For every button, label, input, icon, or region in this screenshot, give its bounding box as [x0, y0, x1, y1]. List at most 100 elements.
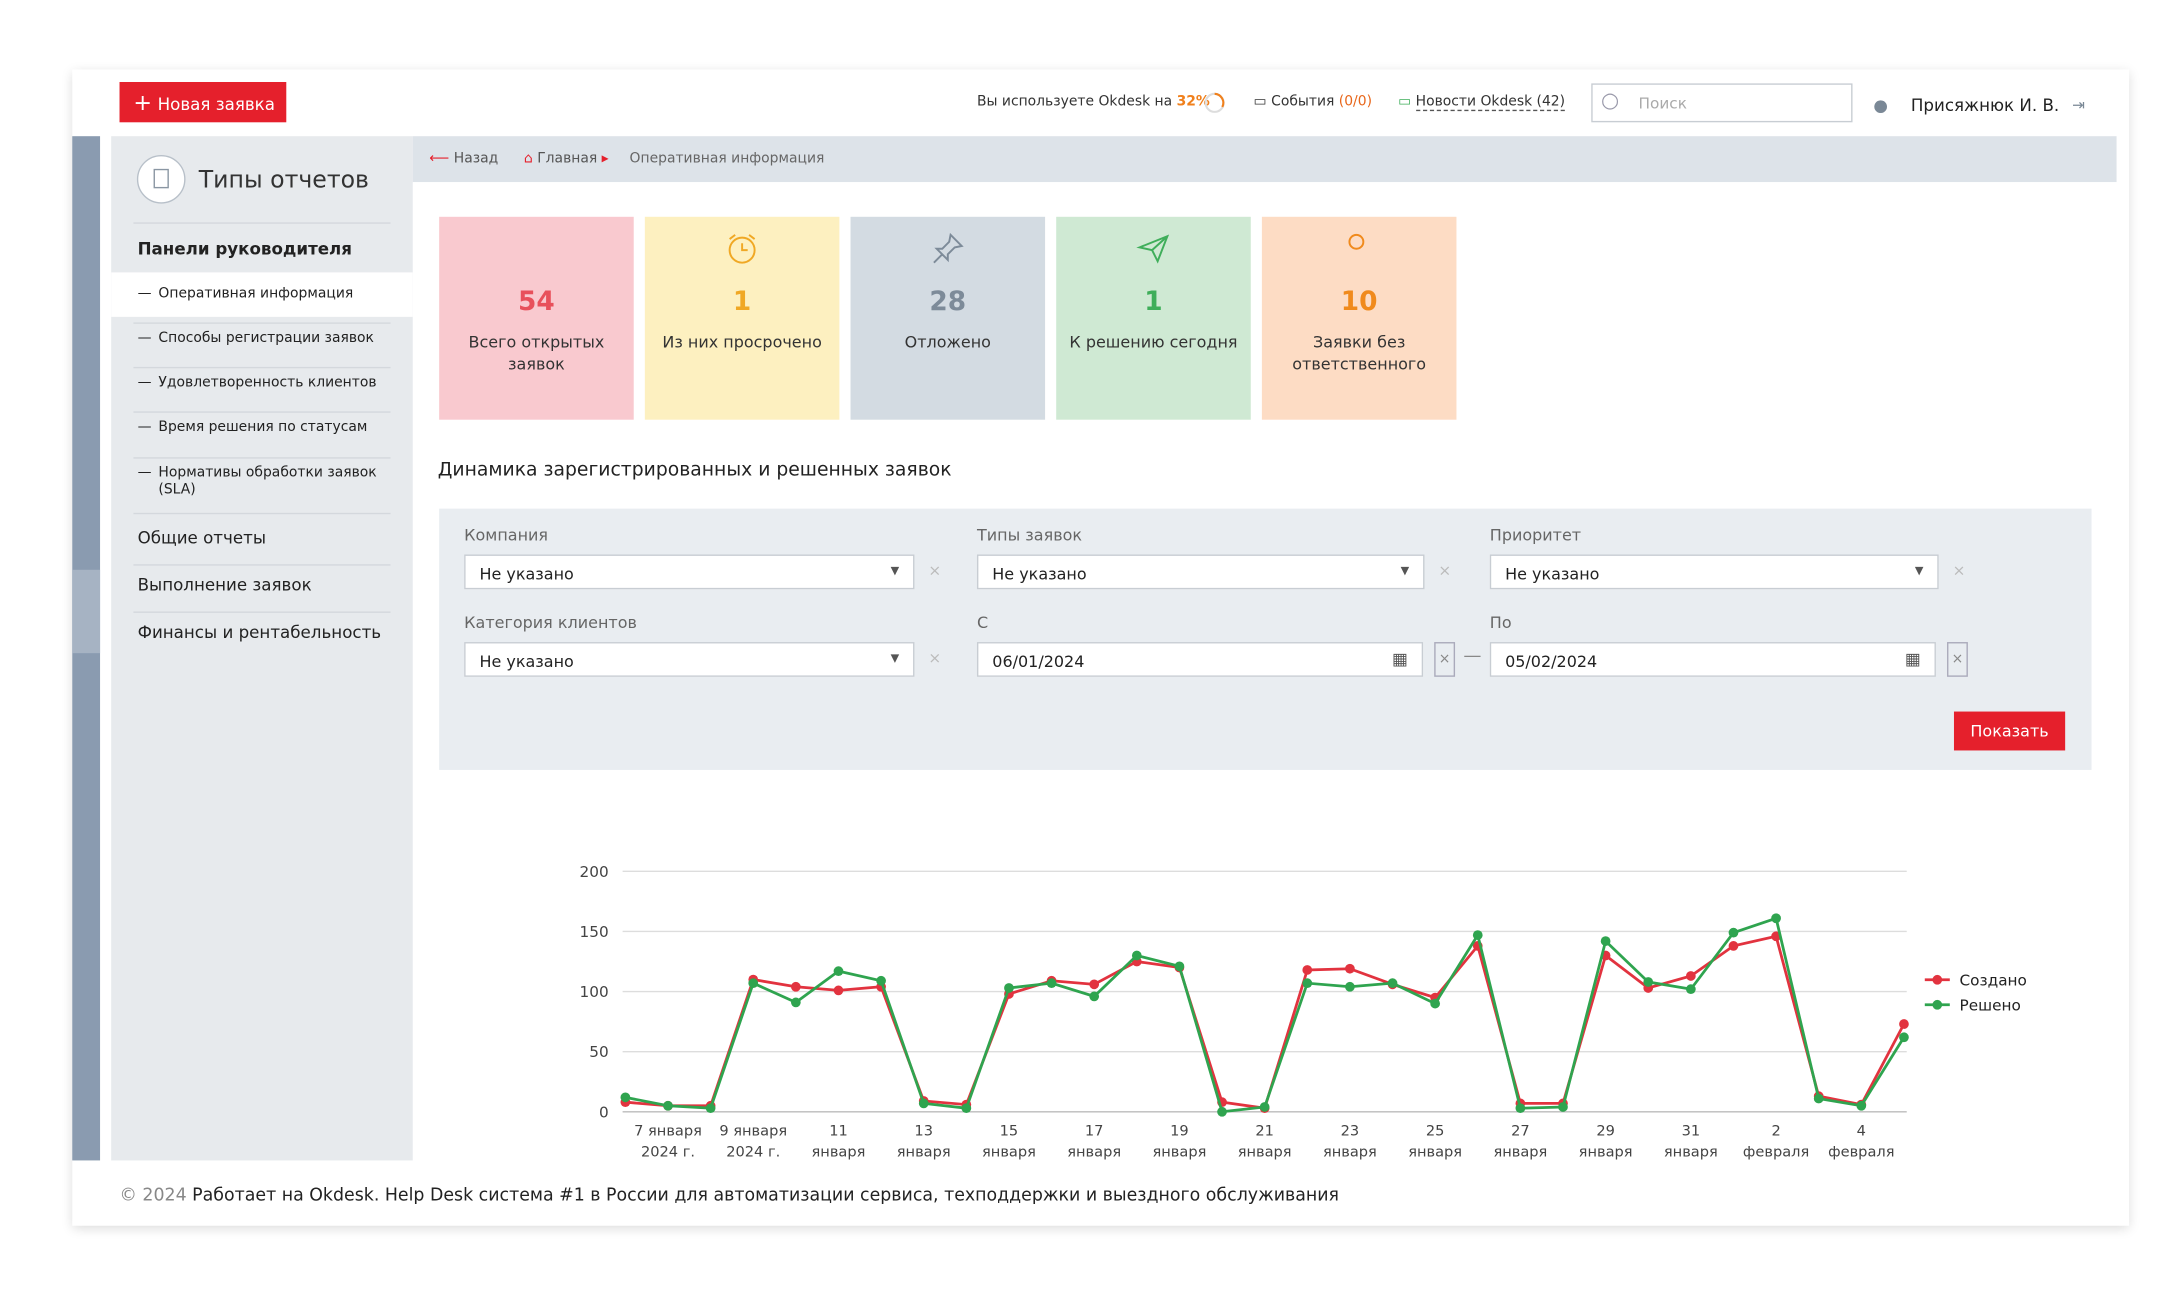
legend-label: Решено: [1960, 996, 2021, 1014]
point: [876, 975, 886, 986]
chart: 0 50 100 150 200 7 января 2024 г. 9 января 2024 …: [580, 863, 2027, 1160]
new-request-button[interactable]: + Новая заявка: [119, 81, 287, 123]
divider: [133, 411, 391, 413]
x-tick-label: января: [1664, 1143, 1718, 1160]
x-tick-label: 27: [1511, 1122, 1530, 1139]
point: [790, 997, 801, 1008]
stat-tile[interactable]: 1 К решению сегодня: [1056, 216, 1251, 420]
events-count: (0/0): [1338, 94, 1373, 110]
clear-icon[interactable]: ×: [1438, 561, 1452, 580]
filter-input[interactable]: 05/02/2024 ▦: [1489, 642, 1936, 677]
x-tick-label: января: [897, 1143, 951, 1160]
filter-input[interactable]: Не указано ▼: [1489, 554, 1939, 590]
point: [1600, 936, 1611, 946]
stat-tile[interactable]: 54 Всего открытых заявок: [439, 216, 634, 420]
filter-input[interactable]: Не указано ▼: [976, 554, 1425, 590]
clear-icon[interactable]: ×: [1952, 561, 1966, 580]
sidebar-item[interactable]: Способы регистрации заявок: [158, 330, 374, 347]
news-label: Новости Okdesk (42): [1415, 94, 1566, 112]
x-tick-label: 7 января: [634, 1122, 702, 1139]
point: [1515, 1103, 1526, 1114]
legend-dot: [1932, 999, 1943, 1010]
search-placeholder: Поиск: [1638, 94, 1687, 113]
events-link[interactable]: ▭ События (0/0): [1253, 94, 1373, 110]
point: [961, 1103, 972, 1114]
filter-label: По: [1489, 612, 1512, 633]
filter-label: Типы заявок: [976, 525, 1083, 545]
point: [790, 981, 801, 992]
dash: —: [137, 465, 152, 481]
active-item-bg: [111, 272, 413, 317]
series-line: [625, 916, 1906, 1114]
point: [1728, 941, 1739, 951]
point: [1089, 979, 1100, 990]
sidebar-group[interactable]: Общие отчеты: [137, 528, 267, 548]
search-box[interactable]: ○ Поиск: [1591, 83, 1853, 123]
news-link[interactable]: ▭ Новости Okdesk (42): [1398, 94, 1566, 112]
sidebar-item[interactable]: Нормативы обработки заявок (SLA): [158, 465, 377, 498]
filter-input[interactable]: Не указано ▼: [464, 554, 915, 590]
point: [1217, 1106, 1227, 1117]
point: [1813, 1093, 1824, 1104]
stat-tile[interactable]: 28 Отложено: [850, 216, 1046, 420]
tile-value: 1: [1144, 286, 1163, 317]
filter-input[interactable]: 06/01/2024 ▦: [976, 642, 1424, 677]
x-tick-label: января: [1152, 1143, 1206, 1160]
point: [1430, 998, 1441, 1009]
date-dash: —: [1463, 646, 1482, 668]
divider: [133, 611, 391, 613]
tile-icon: [1136, 234, 1170, 264]
user-name[interactable]: Присяжнюк И. В.: [1910, 95, 2060, 116]
x-tick-label: января: [1323, 1143, 1377, 1160]
dash: —: [137, 375, 152, 391]
clear-button[interactable]: ×: [1434, 642, 1456, 677]
legend-label: Создано: [1960, 971, 2027, 989]
home-link[interactable]: ⌂ Главная ▸: [523, 151, 609, 167]
x-tick-label: января: [1067, 1143, 1121, 1160]
sidebar-group[interactable]: Выполнение заявок: [137, 575, 312, 595]
back-link[interactable]: ⟵ Назад: [429, 151, 499, 167]
x-tick-label: февраля: [1743, 1143, 1809, 1160]
x-tick-label: 4: [1857, 1122, 1866, 1139]
x-tick-label: января: [1408, 1143, 1462, 1160]
y-tick-label: 50: [589, 1043, 608, 1061]
x-tick-label: января: [1493, 1143, 1547, 1160]
point: [1302, 978, 1313, 989]
x-tick-label: 23: [1341, 1122, 1360, 1139]
sidebar-item[interactable]: Удовлетворенность клиентов: [158, 375, 377, 391]
point: [833, 966, 844, 977]
breadcrumb-bar: [412, 136, 2117, 183]
logout-icon[interactable]: ⇥: [2072, 95, 2085, 114]
stat-tile[interactable]: 1 Из них просрочено: [644, 216, 840, 420]
button-label: Новая заявка: [157, 94, 275, 114]
tile-label: Всего открытых заявок: [468, 332, 605, 374]
tile-value: 10: [1340, 286, 1378, 317]
x-tick-label: января: [1579, 1143, 1633, 1160]
show-button[interactable]: Показать: [1953, 711, 2066, 751]
divider: [133, 457, 391, 459]
tile-label: Заявки без ответственного: [1292, 332, 1427, 374]
x-tick-label: 13: [914, 1122, 933, 1139]
filter-label: С: [976, 612, 989, 633]
sidebar-item[interactable]: Время решения по статусам: [158, 419, 368, 435]
user-icon: ●: [1873, 95, 1888, 116]
clear-icon[interactable]: ×: [928, 649, 942, 668]
dropdown-arrow: ▼: [890, 564, 900, 577]
point: [1387, 978, 1398, 989]
sidebar-group[interactable]: Финансы и рентабельность: [137, 622, 382, 643]
filter-label: Категория клиентов: [464, 612, 637, 633]
clear-button[interactable]: ×: [1947, 642, 1968, 677]
x-tick-label: 2: [1771, 1122, 1780, 1139]
x-tick-label: 21: [1255, 1122, 1274, 1139]
clear-icon[interactable]: ×: [928, 561, 942, 580]
point: [1856, 1100, 1867, 1111]
sidebar-item[interactable]: Оперативная информация: [158, 286, 354, 302]
x-tick-label: 19: [1170, 1122, 1189, 1139]
stat-tile[interactable]: 10 Заявки без ответственного: [1261, 216, 1457, 420]
x-tick-label: 29: [1596, 1122, 1615, 1139]
dash: —: [137, 330, 152, 347]
filter-input[interactable]: Не указано ▼: [464, 642, 915, 677]
divider: [133, 222, 391, 224]
dash: —: [137, 419, 152, 435]
back-label: Назад: [453, 151, 499, 167]
